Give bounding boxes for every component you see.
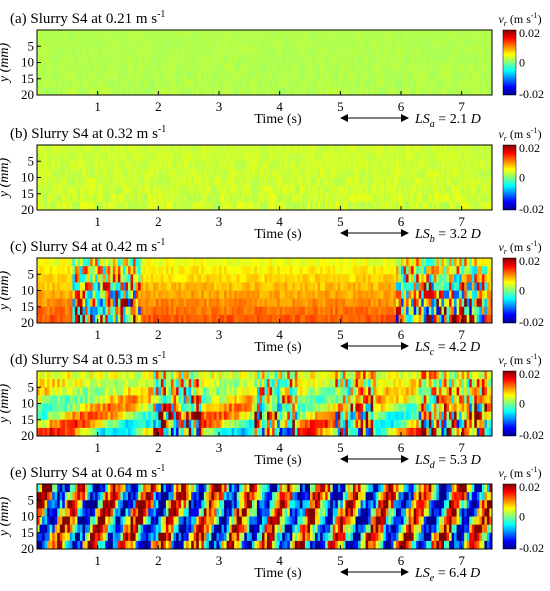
y-tick-label: 20	[21, 87, 34, 102]
x-tick-label: 2	[155, 327, 162, 342]
x-tick-label: 5	[337, 214, 344, 229]
y-tick-label: 10	[21, 170, 34, 185]
y-axis-label: y (mm)	[0, 43, 12, 85]
colorbar	[503, 145, 516, 210]
colorbar-tick-label: -0.02	[519, 315, 544, 329]
x-tick-label: 2	[155, 214, 162, 229]
panel-d: (d) Slurry S4 at 0.53 m s-15101520y (mm)…	[0, 350, 544, 471]
y-tick-label: 5	[28, 153, 35, 168]
panel-title: (a) Slurry S4 at 0.21 m s-1	[10, 9, 165, 27]
panel-b: (b) Slurry S4 at 0.32 m s-15101520y (mm)…	[0, 124, 544, 245]
y-tick-label: 10	[21, 283, 34, 298]
length-scale-label: LSb = 3.2 D	[414, 227, 481, 245]
y-tick-label: 15	[21, 186, 34, 201]
y-tick-label: 5	[28, 266, 35, 281]
colorbar-tick-label: 0	[519, 56, 525, 70]
x-tick-label: 3	[216, 327, 223, 342]
colorbar	[503, 258, 516, 323]
y-tick-label: 20	[21, 202, 34, 217]
panel-title: (b) Slurry S4 at 0.32 m s-1	[10, 124, 166, 142]
x-tick-label: 3	[216, 214, 223, 229]
x-tick-label: 1	[94, 327, 101, 342]
heatmap-field	[37, 145, 493, 211]
x-tick-label: 5	[337, 327, 344, 342]
panel-c: (c) Slurry S4 at 0.42 m s-15101520y (mm)…	[0, 237, 544, 358]
y-tick-label: 20	[21, 315, 34, 330]
x-axis-label: Time (s)	[254, 227, 302, 242]
x-tick-label: 6	[398, 99, 405, 114]
colorbar-tick-label: 0.02	[519, 254, 540, 268]
x-tick-label: 6	[398, 214, 405, 229]
x-tick-label: 2	[155, 99, 162, 114]
x-tick-label: 5	[337, 99, 344, 114]
heatmap-field	[37, 258, 493, 324]
colorbar-tick-label: 0.02	[519, 141, 540, 155]
y-axis-label: y (mm)	[0, 158, 12, 200]
length-scale-label: LSa = 2.1 D	[414, 112, 481, 130]
colorbar-tick-label: 0	[519, 284, 525, 298]
panel-a: (a) Slurry S4 at 0.21 m s-15101520y (mm)…	[0, 9, 544, 130]
y-tick-label: 5	[28, 38, 35, 53]
panel-title: (c) Slurry S4 at 0.42 m s-1	[10, 237, 165, 255]
y-axis-label: y (mm)	[0, 271, 12, 313]
x-tick-label: 1	[94, 214, 101, 229]
x-tick-label: 1	[94, 99, 101, 114]
panel-title: (d) Slurry S4 at 0.53 m s-1	[10, 350, 166, 368]
heatmap-field	[37, 30, 493, 96]
colorbar-tick-label: 0.02	[519, 26, 540, 40]
heatmap-field	[37, 371, 493, 437]
y-tick-label: 15	[21, 71, 34, 86]
colorbar	[503, 30, 516, 95]
x-axis-label: Time (s)	[254, 112, 302, 127]
colorbar-tick-label: 0	[519, 171, 525, 185]
x-tick-label: 3	[216, 99, 223, 114]
length-scale-label: LSc = 4.2 D	[414, 340, 480, 358]
x-axis-label: Time (s)	[254, 340, 302, 355]
y-tick-label: 15	[21, 299, 34, 314]
x-tick-label: 6	[398, 327, 405, 342]
colorbar-tick-label: -0.02	[519, 202, 544, 216]
y-tick-label: 10	[21, 55, 34, 70]
colorbar-tick-label: -0.02	[519, 87, 544, 101]
